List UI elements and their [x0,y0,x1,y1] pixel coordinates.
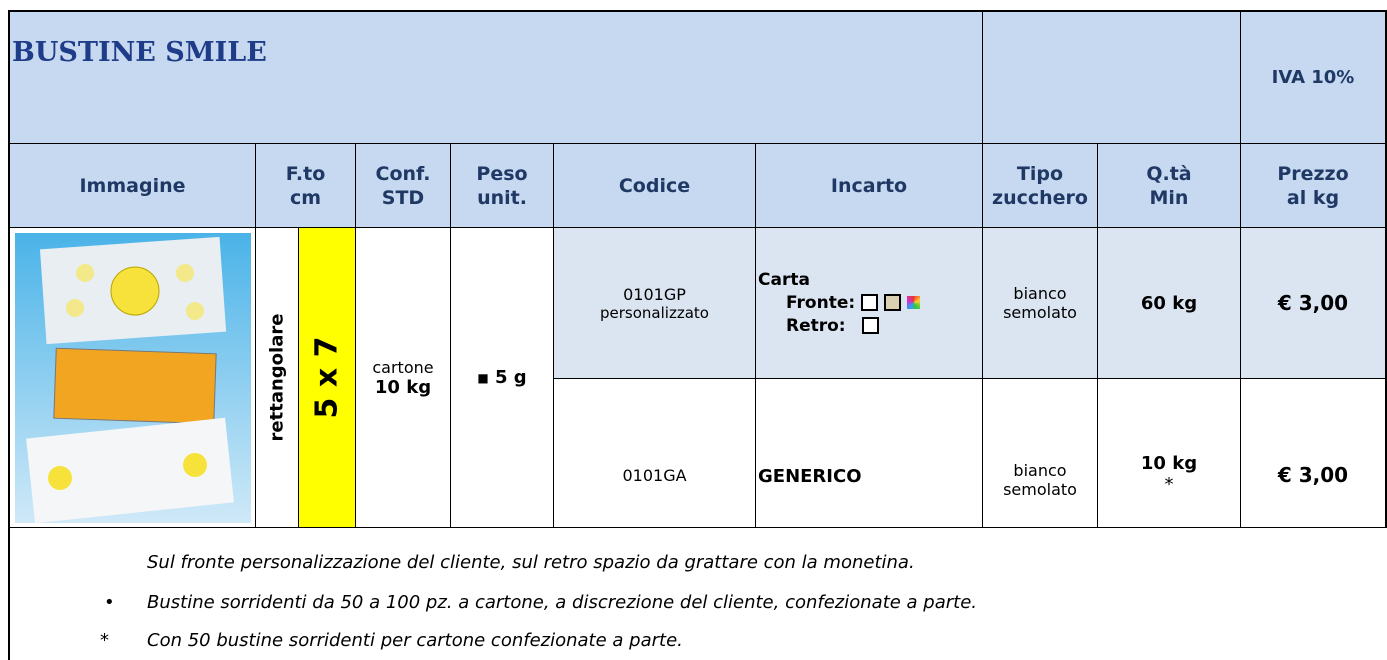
weight-cell: ■ 5 g [450,227,554,528]
bullet: • [104,592,115,613]
header-text: Incarto [830,174,908,197]
blank-cell [982,10,1241,144]
qty-cell: 60 kg [1097,227,1241,379]
price-cell: € 3,00 [1240,227,1387,379]
header-text: unit. [477,186,527,209]
wrap-material: GENERICO [758,466,862,487]
note: Bustine sorridenti da 50 a 100 pz. a car… [147,592,978,613]
header-cell: Immagine [8,143,256,228]
sugar-cell: bianco semolato [982,227,1098,379]
header-cell: Peso unit. [450,143,554,228]
wrap-cell: Carta Fronte: Retro: [755,227,983,379]
code-cell: 0101GA [553,378,756,528]
title-cell: BUSTINE SMILE [8,10,983,144]
header-text: Peso [476,162,528,185]
header-text: Min [1149,186,1189,209]
header-cell: F.to cm [255,143,356,228]
sugar: semolato [1003,480,1077,499]
price-cell: € 3,00 [1240,378,1387,528]
code-note: personalizzato [600,303,709,322]
wrap-back: Retro: [786,315,846,336]
pack-type: cartone [372,357,434,377]
sugar: bianco [1013,461,1067,480]
header-text: STD [381,186,425,209]
header-text: Prezzo [1277,162,1349,185]
header-cell: Incarto [755,143,983,228]
note: Sul fronte personalizzazione del cliente… [147,552,915,573]
product-image [14,232,251,523]
qty-cell: 10 kg * [1097,378,1241,528]
header-text: Tipo [1016,162,1064,185]
header-text: Conf. [375,162,431,185]
vat-cell: IVA 10% [1240,10,1387,144]
pack-cell: cartone 10 kg [355,227,451,528]
left-border [8,527,10,660]
header-text: Codice [618,174,691,197]
pack-weight: 10 kg [374,376,432,398]
sugar: bianco [1013,284,1067,303]
header-text: al kg [1286,186,1340,209]
min-qty: 60 kg [1140,292,1198,314]
header-text: zucchero [992,186,1088,209]
size-cell: 5 x 7 [298,227,356,528]
min-qty: 10 kg [1140,453,1198,474]
header-cell: Q.tà Min [1097,143,1241,228]
header-cell: Prezzo al kg [1240,143,1387,228]
shape-cell: rettangolare [255,227,299,528]
sugar: semolato [1003,303,1077,322]
wrap-cell: GENERICO [755,378,983,528]
header-cell: Codice [553,143,756,228]
shape: rettangolare [266,313,288,442]
price: € 3,00 [1277,291,1349,315]
note: Con 50 bustine sorridenti per cartone co… [147,630,683,651]
vat: IVA 10% [1271,66,1355,88]
code: 0101GP [623,284,686,304]
note-marker: * [100,630,109,651]
qty-note: * [1164,474,1174,495]
weight: 5 g [494,367,527,388]
header-text: F.to [285,162,326,185]
wrap-material: Carta [758,269,810,290]
price: € 3,00 [1277,463,1349,487]
header-cell: Tipo zucchero [982,143,1098,228]
wrap-front: Fronte: [786,292,856,313]
code-cell: 0101GP personalizzato [553,227,756,379]
title: BUSTINE SMILE [12,36,267,68]
sugar-cell: bianco semolato [982,378,1098,528]
code: 0101GA [622,466,687,485]
image-cell [8,227,256,528]
header-text: Q.tà [1146,162,1192,185]
size: 5 x 7 [309,336,345,419]
header-text: Immagine [79,174,186,197]
header-cell: Conf. STD [355,143,451,228]
header-text: cm [289,186,322,209]
